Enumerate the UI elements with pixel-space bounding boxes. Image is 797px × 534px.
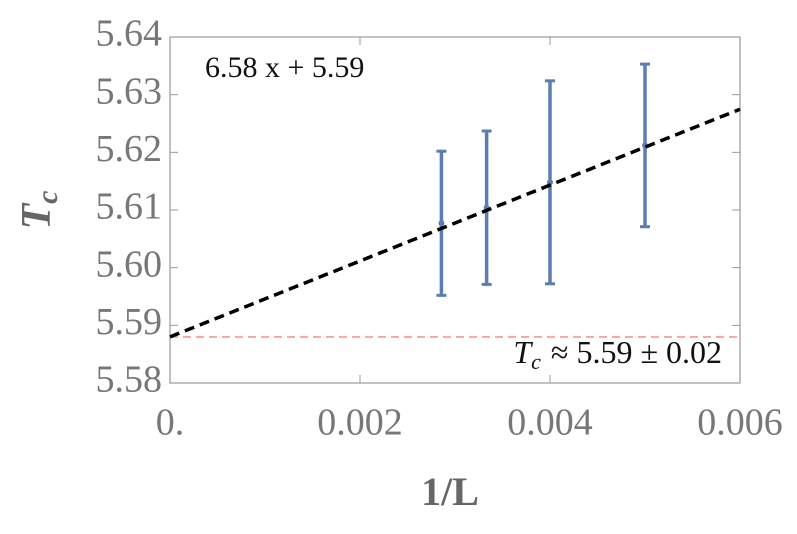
plot-frame [169, 36, 741, 384]
y-label-sub: c [31, 191, 64, 204]
y-tick-label: 5.60 [96, 243, 163, 285]
fit-annotation: 6.58 x + 5.59 [205, 51, 364, 84]
x-tick-label: 0.002 [317, 402, 403, 444]
y-tick-label: 5.59 [96, 301, 163, 343]
x-tick-label: 0.004 [507, 402, 593, 444]
fit-line [169, 107, 741, 339]
y-tick-label: 5.58 [96, 359, 163, 401]
y-label-main: T [14, 201, 60, 229]
reference-sub: c [531, 349, 541, 374]
y-tick-label: 5.61 [96, 186, 163, 228]
reference-text: ≈ 5.59 ± 0.02 [551, 334, 722, 370]
data-point [438, 220, 445, 227]
x-axis-label: 1/L [421, 469, 479, 514]
x-tick-label: 0.006 [697, 402, 783, 444]
x-tick-label: 0. [156, 402, 185, 444]
y-tick-label: 5.64 [96, 13, 163, 55]
y-tick-label: 5.63 [96, 70, 163, 112]
y-tick-label: 5.62 [96, 128, 163, 170]
reference-symbol: T [513, 334, 533, 370]
y-axis-label: Tc [14, 191, 64, 230]
reference-label: Tc ≈ 5.59 ± 0.02 [513, 334, 722, 374]
